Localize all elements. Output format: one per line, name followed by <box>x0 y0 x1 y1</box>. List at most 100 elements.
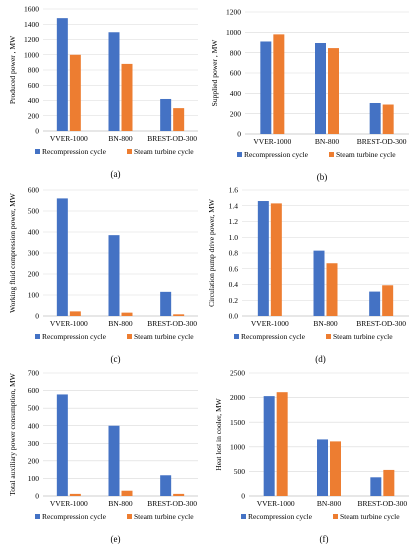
y-tick-label: 600 <box>28 386 40 395</box>
x-tick-label: VVER-1000 <box>253 137 291 146</box>
y-tick-label: 0.8 <box>229 249 239 258</box>
bar-b-1 <box>121 490 133 496</box>
legend-swatch <box>35 149 40 154</box>
y-tick-label: 1.2 <box>229 217 239 226</box>
x-tick-label: BREST-OD-300 <box>357 499 407 508</box>
y-tick-label: 1400 <box>24 20 39 29</box>
y-axis-label: Supplied power , MW <box>210 39 219 107</box>
y-tick-label: 400 <box>28 228 40 237</box>
y-tick-label: 500 <box>28 207 40 216</box>
bar-a-0 <box>260 41 272 134</box>
legend-label: Steam turbine cycle <box>134 332 194 341</box>
y-tick-label: 800 <box>28 66 40 75</box>
chart-panel-e: 0 100 200 300 400 500 600 700 VVER-1000 BN-800 BRE… <box>8 369 198 544</box>
bar-b-1 <box>328 48 339 134</box>
y-tick-label: 200 <box>28 456 40 465</box>
bar-b-2 <box>173 108 185 131</box>
y-tick-label: 600 <box>28 186 40 195</box>
y-tick-label: 100 <box>28 291 40 300</box>
x-tick-label: BN-800 <box>108 319 132 328</box>
y-tick-label: 2500 <box>230 369 245 378</box>
legend-label: Steam turbine cycle <box>134 512 194 521</box>
bar-b-1 <box>326 263 338 316</box>
x-tick-label: BN-800 <box>315 137 339 146</box>
bar-a-2 <box>369 102 381 134</box>
y-tick-label: 0 <box>35 312 39 321</box>
y-tick-label: 0.0 <box>229 312 239 321</box>
bar-b-0 <box>69 54 81 131</box>
bar-a-2 <box>160 291 172 316</box>
bar-b-0 <box>276 392 288 496</box>
bar-b-0 <box>270 203 282 316</box>
y-tick-label: 300 <box>28 249 40 258</box>
y-tick-label: 1000 <box>230 442 245 451</box>
bar-a-0 <box>56 18 68 131</box>
bar-a-0 <box>56 394 68 496</box>
legend-swatch <box>333 514 338 519</box>
y-tick-label: 1000 <box>24 50 39 59</box>
y-tick-label: 200 <box>230 109 242 118</box>
legend-label: Recompression cycle <box>241 332 306 341</box>
y-tick-label: 1.4 <box>229 201 239 210</box>
panel-label: (a) <box>111 169 121 179</box>
y-tick-label: 400 <box>28 96 40 105</box>
bar-a-0 <box>56 198 68 316</box>
panel-label: (f) <box>320 534 329 544</box>
legend-swatch <box>329 152 334 157</box>
legend-swatch <box>234 334 239 339</box>
bar-b-1 <box>121 312 133 316</box>
chart-panel-c: 0 100 200 300 400 500 600 VVER-1000 BN-800 BREST-… <box>8 186 198 364</box>
panel-label: (d) <box>315 354 326 364</box>
x-tick-label: BN-800 <box>108 499 132 508</box>
legend-swatch <box>326 334 331 339</box>
y-tick-label: 1.0 <box>229 233 239 242</box>
bar-b-2 <box>173 314 185 316</box>
bar-b-0 <box>273 34 285 134</box>
x-tick-label: VVER-1000 <box>50 319 88 328</box>
y-tick-label: 500 <box>234 467 246 476</box>
y-tick-label: 1200 <box>24 35 39 44</box>
bar-b-2 <box>383 469 395 496</box>
legend-swatch <box>35 514 40 519</box>
legend-label: Recompression cycle <box>42 512 107 521</box>
chart-panel-d: 0.0 0.2 0.4 0.6 0.8 1.0 1.2 1.4 1.6 VVER-1000 BN-8… <box>207 186 409 364</box>
bar-b-0 <box>69 311 81 316</box>
y-tick-label: 0 <box>237 130 241 139</box>
y-axis-label: Total auxiliary power consumption, MW <box>8 372 17 495</box>
legend-label: Steam turbine cycle <box>340 512 400 521</box>
y-tick-label: 200 <box>28 270 40 279</box>
x-tick-label: VVER-1000 <box>251 319 289 328</box>
legend-swatch <box>127 149 132 154</box>
x-tick-label: BN-800 <box>313 319 337 328</box>
bar-b-1 <box>330 441 341 496</box>
legend-swatch <box>241 514 246 519</box>
y-tick-label: 800 <box>230 48 242 57</box>
bar-b-1 <box>121 63 133 131</box>
bar-a-0 <box>263 396 275 496</box>
bar-b-2 <box>382 104 394 134</box>
y-tick-label: 0.6 <box>229 264 239 273</box>
bar-a-1 <box>317 439 328 496</box>
x-tick-label: BN-800 <box>317 499 341 508</box>
bar-a-1 <box>108 32 120 131</box>
panel-label: (e) <box>111 534 121 544</box>
bar-a-2 <box>160 475 172 496</box>
x-tick-label: BREST-OD-300 <box>147 134 197 143</box>
legend-label: Recompression cycle <box>42 147 107 156</box>
x-tick-label: VVER-1000 <box>50 499 88 508</box>
y-tick-label: 2000 <box>230 393 245 402</box>
chart-panel-f: 0 500 1000 1500 2000 2500 VVER-1000 BN-800 BREST… <box>214 369 409 544</box>
bar-a-1 <box>315 43 326 135</box>
legend-swatch <box>35 334 40 339</box>
x-tick-label: BREST-OD-300 <box>147 319 197 328</box>
bar-a-2 <box>160 98 172 131</box>
bar-a-1 <box>108 425 120 496</box>
chart-panel-a: 0 200 400 600 800 1000 1200 1400 1600 VVER-1000 BN… <box>8 5 198 179</box>
y-tick-label: 400 <box>28 421 40 430</box>
bar-b-0 <box>69 493 81 496</box>
y-tick-label: 0 <box>241 492 245 501</box>
chart-panel-b: 0 200 400 600 800 1000 1200 VVER-1000 BN-800 BRES… <box>210 8 409 182</box>
bar-b-2 <box>382 285 394 316</box>
y-tick-label: 0 <box>35 127 39 136</box>
